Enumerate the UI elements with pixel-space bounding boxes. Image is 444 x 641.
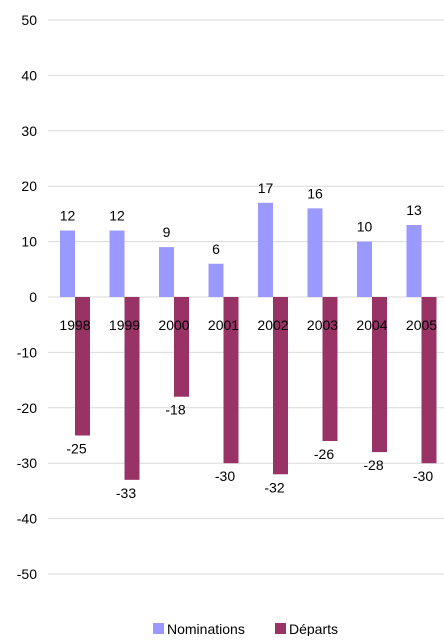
legend: Nominations Départs bbox=[153, 621, 338, 637]
data-label-departs: -30 bbox=[413, 468, 433, 484]
y-tick-label: 0 bbox=[29, 289, 37, 305]
bar-nominations bbox=[208, 263, 224, 297]
x-tick-label: 2005 bbox=[406, 317, 437, 333]
y-tick-label: -30 bbox=[17, 455, 37, 471]
bar-departs bbox=[273, 297, 288, 475]
bar-departs bbox=[174, 297, 189, 397]
data-label-nominations: 12 bbox=[109, 208, 125, 224]
bar-nominations bbox=[307, 208, 323, 297]
x-tick-label: 2002 bbox=[257, 317, 288, 333]
y-tick-label: 20 bbox=[21, 178, 37, 194]
bar-departs bbox=[124, 297, 140, 480]
y-tick-label: -20 bbox=[17, 400, 37, 416]
bar-departs bbox=[322, 297, 338, 442]
data-label-departs: -28 bbox=[363, 457, 383, 473]
bar-nominations bbox=[60, 230, 75, 297]
data-label-nominations: 17 bbox=[258, 180, 274, 196]
data-label-departs: -30 bbox=[215, 468, 235, 484]
data-label-nominations: 9 bbox=[163, 224, 171, 240]
data-label-departs: -32 bbox=[264, 479, 284, 495]
bar-departs bbox=[223, 297, 239, 464]
data-labels: 12 -25 12 -33 9 -18 6 -30 17 -32 16 -26 10 -28 13 -30 bbox=[60, 180, 434, 501]
bar-nominations bbox=[159, 247, 174, 297]
data-label-nominations: 16 bbox=[307, 185, 323, 201]
bar-nominations bbox=[258, 202, 273, 297]
y-tick-label: -50 bbox=[17, 566, 37, 582]
bar-departs bbox=[372, 297, 387, 453]
y-axis-ticks: 50 40 30 20 10 0 -10 -20 -30 -40 -50 bbox=[17, 12, 37, 582]
data-label-departs: -26 bbox=[314, 446, 334, 462]
y-tick-label: 50 bbox=[21, 12, 37, 28]
data-label-nominations: 13 bbox=[406, 202, 422, 218]
x-tick-label: 1999 bbox=[109, 317, 140, 333]
legend-swatch bbox=[153, 623, 164, 634]
x-tick-label: 2000 bbox=[158, 317, 189, 333]
x-tick-label: 2004 bbox=[356, 317, 387, 333]
y-tick-label: -40 bbox=[17, 511, 37, 527]
x-tick-label: 2003 bbox=[307, 317, 338, 333]
data-label-departs: -18 bbox=[165, 402, 185, 418]
y-tick-label: 40 bbox=[21, 67, 37, 83]
x-axis-ticks: 1998 1999 2000 2001 2002 2003 2004 2005 bbox=[59, 317, 437, 333]
y-tick-label: 30 bbox=[21, 123, 37, 139]
x-tick-label: 2001 bbox=[208, 317, 239, 333]
legend-swatch bbox=[275, 623, 286, 634]
y-tick-label: 10 bbox=[21, 234, 37, 250]
bar-departs bbox=[421, 297, 437, 464]
bars bbox=[60, 202, 437, 480]
legend-label: Nominations bbox=[167, 621, 245, 636]
bar-nominations bbox=[109, 230, 125, 297]
bar-departs bbox=[75, 297, 90, 436]
x-tick-label: 1998 bbox=[59, 317, 90, 333]
y-tick-label: -10 bbox=[17, 344, 37, 360]
data-label-departs: -33 bbox=[116, 485, 136, 501]
bar-nominations bbox=[357, 241, 372, 297]
data-label-departs: -25 bbox=[66, 441, 86, 457]
data-label-nominations: 6 bbox=[212, 241, 220, 257]
legend-label: Départs bbox=[289, 621, 338, 636]
data-label-nominations: 12 bbox=[60, 208, 76, 224]
data-label-nominations: 10 bbox=[357, 219, 373, 235]
bar-nominations bbox=[406, 224, 422, 297]
